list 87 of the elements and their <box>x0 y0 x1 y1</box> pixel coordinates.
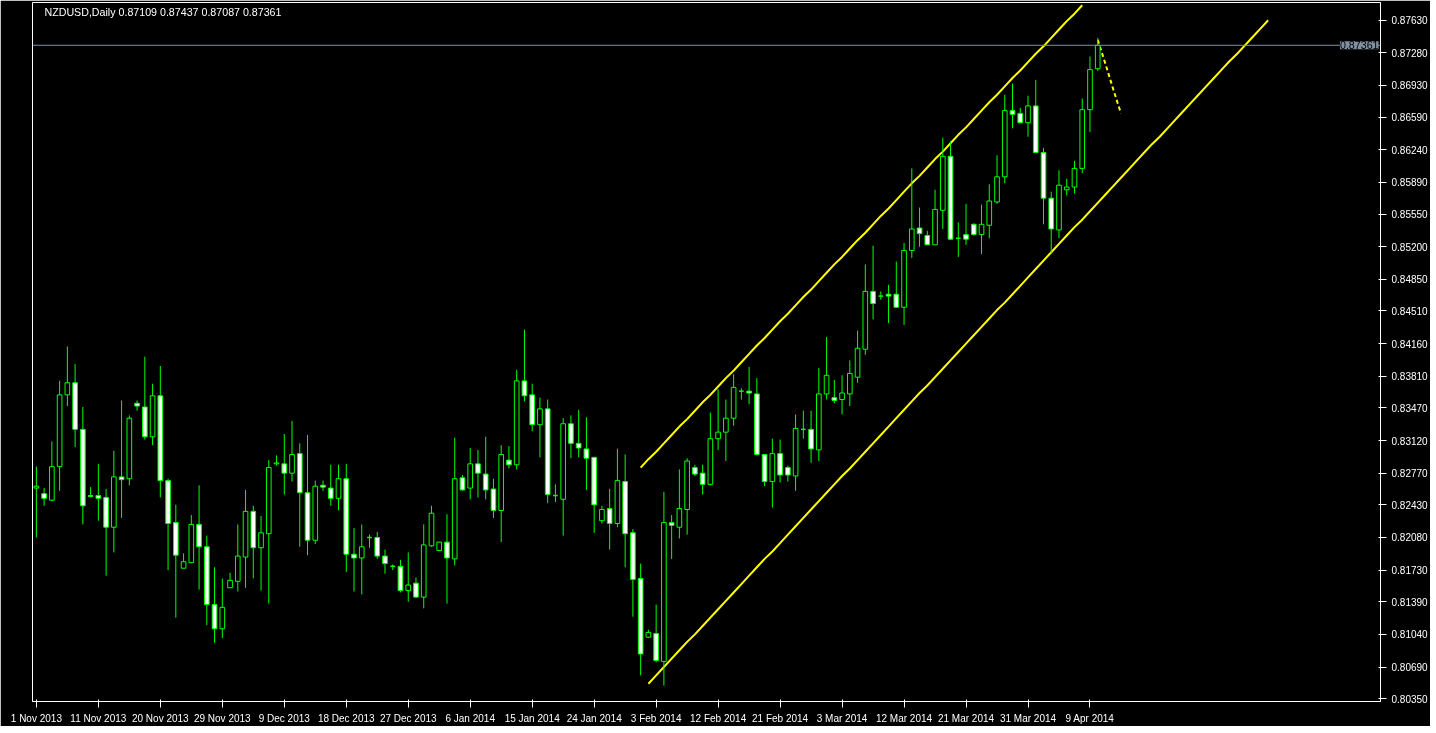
y-tick-label: 0.86240 <box>1391 144 1429 156</box>
x-tick-label: 20 Nov 2013 <box>131 712 190 724</box>
x-tick-label: 21 Feb 2014 <box>752 712 809 724</box>
y-tick-label: 0.84510 <box>1391 305 1429 317</box>
y-tick-label: 0.85200 <box>1391 241 1429 253</box>
y-tick-label: 0.80350 <box>1391 693 1429 705</box>
y-tick-label: 0.81390 <box>1391 596 1429 608</box>
y-tick-label: 0.83810 <box>1391 371 1429 383</box>
x-tick-label: 18 Dec 2013 <box>317 712 376 724</box>
x-tick-label: 9 Dec 2013 <box>258 712 311 724</box>
x-tick-label: 11 Nov 2013 <box>70 712 127 724</box>
y-tick-label: 0.87630 <box>1391 15 1429 27</box>
candlestick <box>196 484 202 591</box>
candlestick <box>320 480 326 492</box>
x-tick-label: 31 Mar 2014 <box>999 712 1057 724</box>
y-tick-label: 0.83470 <box>1391 402 1429 414</box>
y-tick-label: 0.87280 <box>1391 47 1429 59</box>
x-tick-label: 3 Feb 2014 <box>630 712 682 724</box>
x-tick-label: 6 Jan 2014 <box>445 712 496 724</box>
y-tick-label: 0.86930 <box>1391 80 1429 92</box>
candlestick <box>273 454 280 467</box>
candlestick <box>327 464 334 507</box>
x-tick-label: 15 Jan 2014 <box>504 712 561 724</box>
x-tick-label: 3 Mar 2014 <box>816 712 868 724</box>
candlestick <box>916 207 923 248</box>
candlestick <box>777 439 783 483</box>
candlestick <box>583 416 590 491</box>
y-tick-label: 0.84850 <box>1391 274 1429 286</box>
candlestick <box>382 549 388 575</box>
candlestick <box>351 527 357 593</box>
candlestick <box>335 464 342 511</box>
ref-line-label: 0.87361 <box>1339 39 1379 52</box>
x-tick-label: 1 Nov 2013 <box>10 712 63 724</box>
candlestick <box>444 513 450 605</box>
line-series <box>1096 38 1122 115</box>
candlestick <box>746 366 752 405</box>
candlestick <box>831 379 838 404</box>
x-tick-label: 29 Nov 2013 <box>193 712 252 724</box>
candlestick <box>281 433 288 496</box>
candlestick <box>358 523 365 595</box>
candlestick <box>475 449 481 498</box>
candlestick <box>289 420 295 483</box>
candlestick <box>537 397 543 458</box>
candlestick <box>258 515 264 592</box>
x-tick-label: 12 Mar 2014 <box>875 712 933 724</box>
candlestick <box>64 345 71 407</box>
y-tick-label: 0.82430 <box>1391 499 1429 511</box>
y-tick-label: 0.80690 <box>1391 662 1429 674</box>
candlestick <box>847 359 853 407</box>
candlestick <box>1071 160 1078 195</box>
candlestick <box>575 409 582 458</box>
chart-title: NZDUSD,Daily 0.87109 0.87437 0.87087 0.87361 <box>44 5 282 18</box>
y-tick-label: 0.82770 <box>1391 468 1429 480</box>
candlestick <box>908 167 915 259</box>
candlestick <box>506 445 512 469</box>
y-tick-label: 0.85890 <box>1391 177 1429 189</box>
y-tick-label: 0.86590 <box>1391 112 1429 124</box>
x-tick-label: 21 Mar 2014 <box>937 712 995 724</box>
line-series <box>639 4 1084 469</box>
candlestick <box>823 336 830 401</box>
candlestick <box>41 487 47 507</box>
candlestick <box>374 531 381 560</box>
x-tick-label: 27 Dec 2013 <box>379 712 438 724</box>
candlestick <box>1094 37 1101 72</box>
y-tick-label: 0.84160 <box>1391 338 1429 350</box>
x-tick-label: 9 Apr 2014 <box>1065 712 1115 724</box>
y-tick-label: 0.83120 <box>1391 435 1429 447</box>
candlestick <box>405 551 412 603</box>
candlestick <box>808 410 814 464</box>
candlestick <box>870 245 876 320</box>
line-series <box>647 19 1270 685</box>
candlestick <box>839 374 845 415</box>
candlestick <box>568 414 574 459</box>
candlestick <box>1009 83 1016 129</box>
candlestick <box>738 387 745 401</box>
y-tick-label: 0.85550 <box>1391 209 1429 221</box>
candlestick <box>715 388 721 451</box>
x-tick-label: 12 Feb 2014 <box>690 712 747 724</box>
y-tick-label: 0.82080 <box>1391 532 1429 544</box>
candlestick <box>723 399 729 462</box>
candlestick <box>963 203 969 246</box>
candlestick <box>134 399 140 412</box>
y-tick-label: 0.81040 <box>1391 629 1429 641</box>
candlestick <box>1025 95 1031 138</box>
x-tick-label: 24 Jan 2014 <box>566 712 623 724</box>
y-tick-label: 0.81730 <box>1391 565 1429 577</box>
candlestick <box>227 572 233 589</box>
